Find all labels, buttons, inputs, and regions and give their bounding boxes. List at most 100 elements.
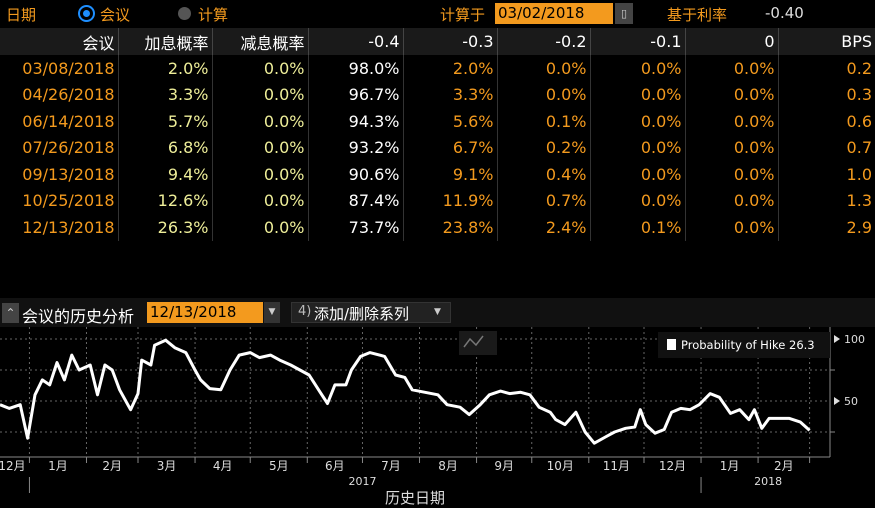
legend-label: Probability of Hike 26.3 [681,338,815,352]
series-menu-number: 4) [298,304,312,319]
legend: Probability of Hike 26.3 [658,332,830,358]
radio-meeting-label[interactable]: 会议 [100,6,131,24]
month-label: 1月 [48,459,68,473]
table-cell: 0.0% [496,55,590,82]
table-cell: 12.6% [117,187,212,214]
legend-swatch [667,339,676,350]
top-toolbar: 日期 会议 计算 计算于 03/02/2018 ▯ 基于利率 -0.40 [0,0,875,28]
table-cell: 0.0% [684,214,778,241]
column-header[interactable]: 加息概率 [117,28,212,55]
table-cell: 73.7% [307,214,403,241]
column-header[interactable]: -0.1 [589,28,685,55]
column-header[interactable]: 0 [684,28,778,55]
table-cell: 1.3 [777,187,875,214]
table-row[interactable]: 04/26/2018 3.3% 0.0% 96.7% 3.3% 0.0% 0.0% 0.0% 0… [0,81,875,108]
table-cell: 0.0% [589,55,685,82]
table-cell: 06/14/2018 [22,111,115,131]
table-cell: 2.0% [117,55,212,82]
month-label: 7月 [381,459,401,473]
calc-date-input[interactable]: 03/02/2018 [495,3,613,24]
table-cell: 04/26/2018 [22,85,115,105]
column-header[interactable]: 会议 [0,28,118,55]
table-cell: 0.7 [777,134,875,161]
month-label: 10月 [547,459,574,473]
column-header[interactable]: 减息概率 [211,28,308,55]
column-header[interactable]: -0.3 [402,28,497,55]
series-menu-button[interactable]: 4) 添加/删除系列 ▼ [291,302,451,323]
table-cell: 0.6 [777,108,875,135]
column-header[interactable]: -0.4 [307,28,403,55]
month-label: 2月 [102,459,122,473]
probability-table: 会议 加息概率 减息概率 -0.4 -0.3 -0.2 -0.1 0 BPS 03/08/201… [0,28,875,241]
table-cell: 0.0% [684,81,778,108]
table-row[interactable]: 03/08/2018 2.0% 0.0% 98.0% 2.0% 0.0% 0.0% 0.0% 0… [0,55,875,82]
table-cell: 2.4% [496,214,590,241]
history-title: 会议的历史分析 [22,307,135,326]
table-cell: 0.0% [211,161,308,188]
calendar-icon[interactable]: ▯ [615,3,633,24]
table-cell: 0.0% [589,134,685,161]
table-row[interactable]: 09/13/2018 9.4% 0.0% 90.6% 9.1% 0.4% 0.0% 0.0% 1… [0,161,875,188]
table-cell: 3.3% [402,81,497,108]
y-tick-label: 100 [844,333,865,346]
column-header[interactable]: -0.2 [496,28,590,55]
table-cell: 03/08/2018 [22,58,115,78]
month-label: 12月 [0,459,26,473]
series-line-probability-of-hike[interactable] [0,338,811,445]
table-cell: 0.7% [496,187,590,214]
table-cell: 0.2% [496,134,590,161]
table-cell: 2.0% [402,55,497,82]
table-cell: 0.0% [496,81,590,108]
month-label: 2月 [774,459,794,473]
table-cell: 26.3% [117,214,212,241]
table-cell: 5.6% [402,108,497,135]
table-row[interactable]: 10/25/2018 12.6% 0.0% 87.4% 11.9% 0.7% 0.0% 0.0… [0,187,875,214]
table-cell: 11.9% [402,187,497,214]
base-rate-value: -0.40 [765,4,804,22]
table-cell: 0.3 [777,81,875,108]
month-label: 12月 [659,459,686,473]
calc-at-label: 计算于 [440,6,486,24]
table-cell: 87.4% [307,187,403,214]
table-cell: 0.0% [589,161,685,188]
year-label: 2017 [348,475,376,488]
table-cell: 0.0% [211,108,308,135]
table-cell: 0.0% [684,108,778,135]
table-row[interactable]: 12/13/2018 26.3% 0.0% 73.7% 23.8% 2.4% 0.1% 0.0… [0,214,875,241]
table-cell: 6.8% [117,134,212,161]
dropdown-arrow-icon[interactable]: ▼ [264,302,280,323]
history-chart: 100 50 12月 1月 2月 3月 4月 5月 6月 7月 8月 9月 10月 11月 12月 1月 2月 2… [0,327,865,507]
table-cell: 0.0% [589,108,685,135]
table-cell: 09/13/2018 [22,164,115,184]
table-cell: 96.7% [307,81,403,108]
table-cell: 90.6% [307,161,403,188]
month-label: 8月 [438,459,458,473]
table-cell: 0.0% [211,214,308,241]
table-cell: 9.1% [402,161,497,188]
radio-meeting-selected[interactable] [80,7,93,20]
meeting-date-select[interactable]: 12/13/2018 [147,302,263,323]
table-cell: 0.1% [589,214,685,241]
year-label: 2018 [754,475,782,488]
month-label: 3月 [157,459,177,473]
collapse-icon[interactable]: ⌃ [2,303,19,323]
table-cell: 0.0% [211,187,308,214]
table-cell: 0.1% [496,108,590,135]
table-cell: 0.0% [211,81,308,108]
table-cell: 0.4% [496,161,590,188]
table-cell: 12/13/2018 [22,217,115,237]
table-cell: 6.7% [402,134,497,161]
table-cell: 0.0% [589,81,685,108]
month-label: 9月 [494,459,514,473]
table-cell: 07/26/2018 [22,138,115,158]
radio-calc[interactable] [178,7,191,20]
table-cell: 98.0% [307,55,403,82]
column-header[interactable]: BPS [777,28,875,55]
table-cell: 93.2% [307,134,403,161]
x-axis-label: 历史日期 [385,489,445,507]
y-tick-label: 50 [844,395,858,408]
table-row[interactable]: 07/26/2018 6.8% 0.0% 93.2% 6.7% 0.2% 0.0% 0.0% 0… [0,134,875,161]
table-row[interactable]: 06/14/2018 5.7% 0.0% 94.3% 5.6% 0.1% 0.0% 0.0% 0… [0,108,875,135]
radio-calc-label[interactable]: 计算 [198,6,229,24]
month-label: 11月 [603,459,630,473]
